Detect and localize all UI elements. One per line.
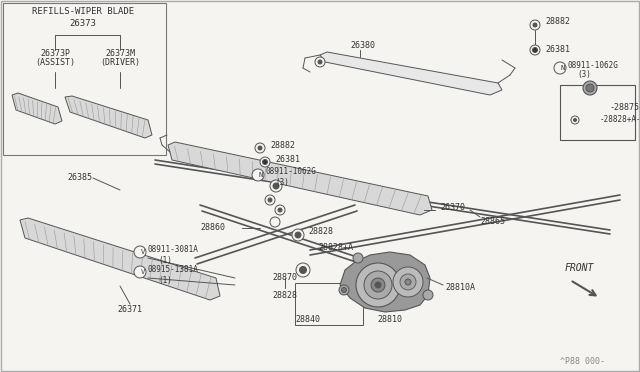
Text: 08915-1381A: 08915-1381A: [148, 266, 199, 275]
Text: (DRIVER): (DRIVER): [100, 58, 140, 67]
Text: -28828+A-: -28828+A-: [600, 115, 640, 125]
Circle shape: [262, 160, 268, 164]
Text: FRONT: FRONT: [565, 263, 595, 273]
Circle shape: [268, 198, 272, 202]
Circle shape: [530, 20, 540, 30]
Text: 08911-1062G: 08911-1062G: [568, 61, 619, 70]
Text: 26373: 26373: [70, 19, 97, 29]
Circle shape: [573, 119, 577, 122]
Circle shape: [295, 232, 301, 238]
Circle shape: [356, 263, 400, 307]
Circle shape: [255, 143, 265, 153]
Polygon shape: [168, 142, 432, 215]
Circle shape: [273, 183, 279, 189]
Circle shape: [353, 253, 363, 263]
Circle shape: [586, 84, 594, 92]
Polygon shape: [340, 252, 430, 312]
Text: 26381: 26381: [275, 155, 300, 164]
Text: 28810: 28810: [378, 315, 403, 324]
Circle shape: [364, 271, 392, 299]
Text: 28828: 28828: [273, 291, 298, 299]
Circle shape: [375, 282, 381, 288]
Text: 28828+A: 28828+A: [318, 244, 353, 253]
Text: 26381: 26381: [545, 45, 570, 55]
Text: 26373M: 26373M: [105, 48, 135, 58]
Text: V: V: [141, 249, 145, 255]
Circle shape: [393, 267, 423, 297]
Circle shape: [134, 246, 146, 258]
Circle shape: [405, 279, 411, 285]
Circle shape: [554, 62, 566, 74]
Circle shape: [571, 116, 579, 124]
Circle shape: [270, 217, 280, 227]
Text: 26370: 26370: [440, 203, 465, 212]
Text: 26373P: 26373P: [40, 48, 70, 58]
Polygon shape: [12, 93, 62, 124]
Text: 08911-3081A: 08911-3081A: [148, 246, 199, 254]
Circle shape: [258, 146, 262, 150]
Polygon shape: [20, 218, 220, 300]
Text: 28882: 28882: [270, 141, 295, 150]
Circle shape: [423, 290, 433, 300]
Circle shape: [278, 208, 282, 212]
Circle shape: [533, 23, 537, 27]
Circle shape: [134, 266, 146, 278]
Circle shape: [371, 278, 385, 292]
Circle shape: [400, 274, 416, 290]
Text: (1): (1): [158, 276, 172, 285]
Text: 28865: 28865: [480, 218, 505, 227]
Circle shape: [265, 195, 275, 205]
Text: (3): (3): [577, 71, 591, 80]
Text: 28810A: 28810A: [445, 283, 475, 292]
Text: (ASSIST): (ASSIST): [35, 58, 75, 67]
Text: 26380: 26380: [350, 41, 375, 49]
Circle shape: [275, 205, 285, 215]
Circle shape: [530, 45, 540, 55]
Text: 28870: 28870: [273, 273, 298, 282]
Text: 26371: 26371: [118, 305, 143, 314]
FancyBboxPatch shape: [295, 283, 363, 325]
Circle shape: [583, 81, 597, 95]
Circle shape: [318, 60, 322, 64]
Text: (3): (3): [275, 177, 289, 186]
Circle shape: [315, 57, 325, 67]
Circle shape: [252, 169, 264, 181]
Circle shape: [342, 288, 346, 292]
Text: -28875: -28875: [610, 103, 640, 112]
Circle shape: [300, 266, 307, 273]
Polygon shape: [65, 96, 152, 138]
Circle shape: [532, 48, 538, 52]
Polygon shape: [320, 52, 502, 95]
Text: REFILLS-WIPER BLADE: REFILLS-WIPER BLADE: [32, 7, 134, 16]
Text: N: N: [259, 172, 263, 178]
Text: 28882: 28882: [545, 17, 570, 26]
Text: 26385: 26385: [67, 173, 92, 183]
Text: 28860: 28860: [200, 224, 225, 232]
Text: N: N: [561, 65, 565, 71]
Text: 08911-1062G: 08911-1062G: [266, 167, 317, 176]
Circle shape: [292, 229, 304, 241]
Text: V: V: [141, 269, 145, 275]
Text: 28840: 28840: [295, 315, 320, 324]
Circle shape: [260, 157, 270, 167]
FancyBboxPatch shape: [560, 85, 635, 140]
Circle shape: [270, 180, 282, 192]
Text: 28828: 28828: [308, 228, 333, 237]
Text: ^P88 000-: ^P88 000-: [560, 357, 605, 366]
Circle shape: [339, 285, 349, 295]
FancyBboxPatch shape: [3, 3, 166, 155]
Circle shape: [296, 263, 310, 277]
Text: (1): (1): [158, 256, 172, 264]
